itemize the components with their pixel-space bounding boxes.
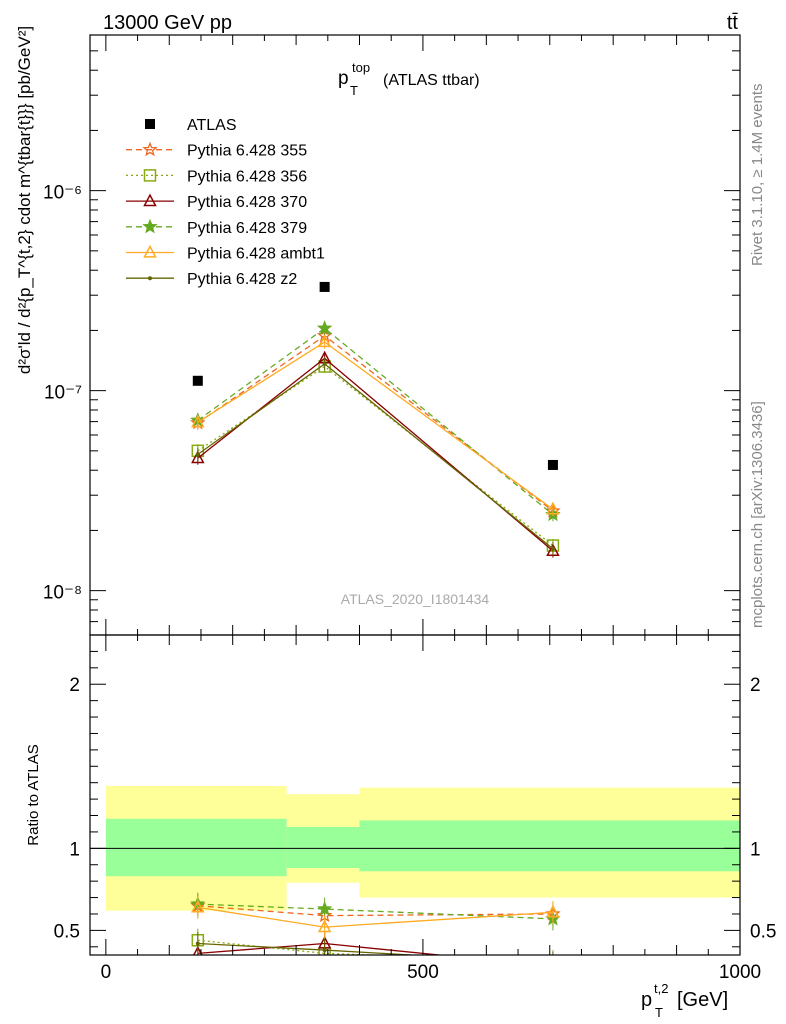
rivet-label: Rivet 3.1.10, ≥ 1.4M events bbox=[749, 84, 766, 267]
data-point bbox=[316, 900, 333, 916]
legend-label: Pythia 6.428 355 bbox=[187, 143, 307, 160]
data-point bbox=[195, 941, 200, 946]
ratio-panel: 0.5 0.5 1 1 2 2 0 500 1000 Ratio to ATLAS pt,2 T [Ge… bbox=[25, 634, 776, 1020]
series-line bbox=[197, 327, 554, 516]
y-tick-label: 10⁻⁶ bbox=[43, 183, 82, 204]
header-left: 13000 GeV pp bbox=[103, 12, 232, 34]
plot-title-suffix: (ATLAS ttbar) bbox=[383, 72, 480, 89]
y-tick-label-left: 2 bbox=[69, 675, 80, 696]
data-point bbox=[547, 459, 558, 470]
data-point bbox=[191, 450, 205, 464]
series-line bbox=[197, 939, 389, 955]
series-main bbox=[192, 281, 558, 470]
series-main bbox=[190, 320, 561, 522]
legend-marker bbox=[148, 276, 152, 281]
legend-label: Pythia 6.428 ambt1 bbox=[187, 246, 325, 263]
series-line bbox=[197, 363, 554, 550]
x-tick-label: 1000 bbox=[719, 962, 761, 983]
ratio-series-group bbox=[190, 892, 561, 970]
legend-marker bbox=[143, 169, 157, 182]
x-axis-label-unit: [GeV] bbox=[677, 989, 728, 1011]
legend-marker bbox=[143, 244, 157, 258]
data-point bbox=[195, 452, 200, 457]
data-point bbox=[317, 919, 332, 933]
y-axis-label: d²σ'ld / d²{p_T^{t,2} cdot m^{tbar{t}}} … bbox=[15, 26, 34, 374]
data-point bbox=[316, 320, 333, 335]
legend-label: Pythia 6.428 370 bbox=[187, 194, 307, 211]
watermark-label: ATLAS_2020_I1801434 bbox=[341, 591, 490, 607]
x-axis-label-main: p bbox=[641, 989, 652, 1011]
series-main bbox=[190, 327, 561, 518]
legend-label: Pythia 6.428 z2 bbox=[187, 271, 297, 288]
data-point bbox=[322, 948, 327, 953]
stat-uncertainty-band bbox=[105, 818, 287, 877]
plot-title-sup: top bbox=[352, 60, 370, 75]
y-tick-label: 10⁻⁸ bbox=[43, 583, 82, 604]
data-point bbox=[547, 956, 558, 967]
series-ratio bbox=[191, 895, 560, 939]
data-point bbox=[322, 361, 327, 366]
header-right: tt̄ bbox=[727, 12, 739, 34]
stat-uncertainty-band bbox=[359, 820, 740, 872]
x-axis-label-sup: t,2 bbox=[654, 981, 668, 996]
legend-label: Pythia 6.428 379 bbox=[187, 220, 307, 237]
legend-label: ATLAS bbox=[187, 117, 237, 134]
stat-uncertainty-band bbox=[286, 827, 360, 869]
series-line bbox=[197, 905, 553, 917]
y-tick-label-left: 0.5 bbox=[54, 921, 80, 942]
y-tick-label: 10⁻⁷ bbox=[44, 383, 82, 404]
ratio-frame bbox=[89, 634, 741, 956]
series-ratio bbox=[195, 932, 555, 965]
series-main bbox=[191, 350, 560, 558]
series-main bbox=[195, 357, 555, 556]
legend-marker bbox=[142, 141, 158, 157]
y-tick-label-left: 1 bbox=[69, 839, 80, 860]
data-point bbox=[191, 899, 205, 913]
data-point bbox=[546, 904, 560, 918]
ratio-y-axis-label: Ratio to ATLAS bbox=[25, 744, 42, 845]
y-tick-label-right: 2 bbox=[750, 675, 761, 696]
legend: ATLAS Pythia 6.428 355 Pythia 6.428 356 Pyt… bbox=[126, 117, 325, 288]
mcplots-label: mcplots.cern.ch [arXiv:1306.3436] bbox=[749, 401, 766, 628]
data-point bbox=[192, 375, 203, 386]
series-line bbox=[197, 341, 554, 510]
data-point bbox=[546, 501, 560, 515]
data-point bbox=[551, 961, 555, 965]
legend-label: Pythia 6.428 356 bbox=[187, 168, 307, 185]
series-line bbox=[197, 334, 554, 512]
series-line bbox=[197, 903, 553, 920]
y-tick-label-right: 1 bbox=[750, 839, 761, 860]
data-point bbox=[191, 414, 205, 428]
series-line bbox=[197, 357, 554, 552]
legend-marker bbox=[145, 119, 155, 129]
series-line bbox=[197, 942, 422, 955]
series-ratio bbox=[191, 928, 558, 967]
plot-title: p bbox=[338, 68, 349, 89]
data-point bbox=[550, 546, 555, 551]
series-line bbox=[197, 365, 554, 547]
data-point bbox=[317, 334, 332, 348]
legend-marker bbox=[143, 193, 157, 207]
data-point bbox=[319, 281, 330, 292]
series-main bbox=[191, 334, 560, 517]
plot-title-sub: T bbox=[350, 83, 358, 98]
x-axis-label-sub: T bbox=[655, 1005, 663, 1020]
data-point bbox=[547, 960, 558, 970]
y-tick-label-right: 0.5 bbox=[750, 921, 776, 942]
x-tick-label: 0 bbox=[101, 962, 112, 983]
legend-marker bbox=[142, 218, 158, 234]
x-tick-label: 500 bbox=[407, 962, 439, 983]
